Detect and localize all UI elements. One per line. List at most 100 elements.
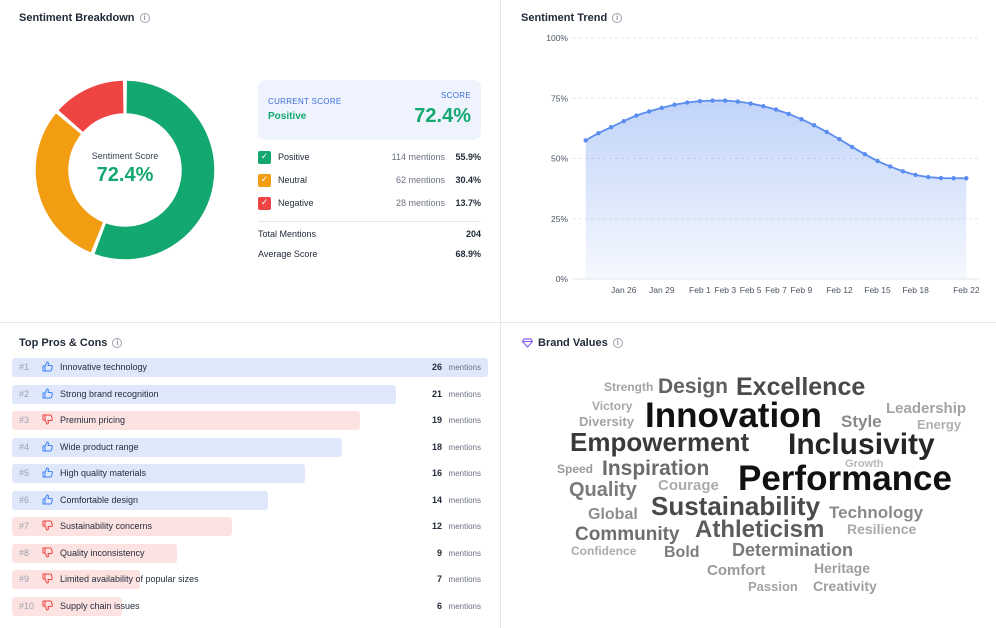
- trend-point[interactable]: [951, 176, 956, 181]
- brand-word-comfort[interactable]: Comfort: [707, 562, 766, 579]
- brand-word-growth[interactable]: Growth: [845, 458, 884, 470]
- pros-cons-panel: Top Pros & Cons i #1 Innovative technolog…: [0, 323, 500, 628]
- pros-cons-count: 9: [436, 547, 442, 558]
- brand-word-quality[interactable]: Quality: [569, 479, 637, 501]
- brand-word-sustainability[interactable]: Sustainability: [651, 491, 821, 521]
- trend-point[interactable]: [761, 104, 766, 109]
- legend-row-neutral[interactable]: ✓ Neutral 62 mentions 30.4%: [258, 172, 481, 188]
- pros-cons-row[interactable]: #9 Limited availability of popular sizes 7…: [12, 570, 488, 589]
- brand-word-design[interactable]: Design: [658, 375, 729, 398]
- pros-cons-row[interactable]: #2 Strong brand recognition 21 mentions: [12, 384, 488, 404]
- pros-cons-rank: #5: [19, 468, 30, 478]
- legend-row-positive[interactable]: ✓ Positive 114 mentions 55.9%: [258, 149, 481, 165]
- brand-word-excellence[interactable]: Excellence: [736, 373, 866, 401]
- trend-point[interactable]: [824, 129, 829, 135]
- pros-cons-unit: mentions: [448, 601, 481, 611]
- pros-cons-row[interactable]: #5 High quality materials 16 mentions: [12, 464, 488, 483]
- trend-point[interactable]: [659, 105, 665, 111]
- donut-slice-positive[interactable]: [92, 79, 216, 261]
- brand-word-bold[interactable]: Bold: [664, 544, 700, 561]
- x-tick-label: Feb 12: [826, 285, 853, 295]
- trend-point[interactable]: [811, 123, 817, 128]
- trend-point[interactable]: [748, 101, 753, 106]
- brand-word-courage[interactable]: Courage: [658, 477, 719, 494]
- pros-cons-row[interactable]: #3 Premium pricing 19 mentions: [12, 411, 488, 430]
- trend-point[interactable]: [862, 151, 868, 157]
- pros-cons-row[interactable]: #10 Supply chain issues 6 mentions: [12, 596, 488, 616]
- brand-word-inclusivity[interactable]: Inclusivity: [788, 428, 935, 461]
- pros-cons-rank: #6: [19, 494, 30, 505]
- trend-point[interactable]: [913, 172, 918, 178]
- sentiment-donut-chart: Sentiment Score 72.4%: [34, 79, 216, 261]
- trend-point[interactable]: [799, 117, 804, 122]
- pros-cons-row[interactable]: #7 Sustainability concerns 12 mentions: [12, 517, 488, 536]
- brand-word-energy[interactable]: Energy: [917, 417, 962, 432]
- brand-word-empowerment[interactable]: Empowerment: [570, 427, 750, 457]
- trend-point[interactable]: [900, 169, 906, 174]
- brand-word-inspiration[interactable]: Inspiration: [602, 457, 710, 480]
- brand-word-victory[interactable]: Victory: [592, 399, 633, 413]
- trend-point[interactable]: [583, 138, 588, 143]
- trend-point[interactable]: [964, 176, 969, 181]
- trend-point[interactable]: [735, 99, 741, 104]
- trend-point[interactable]: [646, 109, 652, 114]
- brand-word-global[interactable]: Global: [588, 506, 638, 523]
- brand-values-panel: Brand Values i Strength Design Excellence V…: [501, 323, 996, 628]
- brand-word-creativity[interactable]: Creativity: [813, 578, 877, 594]
- info-icon[interactable]: i: [112, 338, 123, 348]
- pros-cons-row[interactable]: #4 Wide product range 18 mentions: [12, 437, 488, 457]
- info-icon[interactable]: i: [139, 13, 150, 23]
- brand-word-innovation[interactable]: Innovation: [645, 396, 822, 435]
- brand-word-technology[interactable]: Technology: [829, 503, 924, 522]
- info-icon[interactable]: i: [612, 338, 623, 348]
- trend-area: [585, 100, 967, 280]
- brand-word-passion[interactable]: Passion: [748, 579, 798, 594]
- brand-word-style[interactable]: Style: [841, 412, 882, 431]
- thumbs-down-icon: [42, 600, 53, 610]
- checkbox-icon[interactable]: ✓: [258, 150, 271, 164]
- current-score-value: Positive: [268, 111, 307, 122]
- brand-word-athleticism[interactable]: Athleticism: [695, 516, 825, 543]
- pros-cons-unit: mentions: [448, 548, 481, 558]
- average-score-value: 68.9%: [455, 249, 481, 259]
- brand-word-heritage[interactable]: Heritage: [814, 560, 871, 576]
- pros-cons-count: 7: [436, 574, 442, 584]
- brand-word-strength[interactable]: Strength: [604, 380, 654, 394]
- trend-point[interactable]: [723, 98, 728, 103]
- trend-point[interactable]: [672, 102, 677, 107]
- trend-point[interactable]: [697, 98, 703, 104]
- brand-word-performance[interactable]: Performance: [738, 459, 952, 498]
- trend-point[interactable]: [887, 164, 893, 169]
- trend-point[interactable]: [837, 137, 842, 142]
- brand-word-speed[interactable]: Speed: [557, 462, 594, 476]
- brand-word-community[interactable]: Community: [575, 524, 680, 545]
- trend-point[interactable]: [710, 98, 715, 103]
- brand-word-leadership[interactable]: Leadership: [886, 400, 967, 417]
- brand-word-resilience[interactable]: Resilience: [847, 521, 917, 537]
- trend-point[interactable]: [608, 124, 614, 130]
- trend-point[interactable]: [773, 107, 779, 112]
- trend-point[interactable]: [596, 130, 601, 136]
- trend-point[interactable]: [938, 175, 944, 181]
- trend-point[interactable]: [621, 118, 626, 124]
- pros-cons-row[interactable]: #6 Comfortable design 14 mentions: [12, 490, 488, 510]
- trend-point[interactable]: [875, 158, 880, 164]
- trend-point[interactable]: [786, 111, 791, 117]
- trend-point[interactable]: [849, 144, 855, 150]
- x-tick-label: Feb 22: [953, 285, 980, 295]
- checkbox-icon[interactable]: ✓: [258, 173, 271, 187]
- brand-word-determination[interactable]: Determination: [732, 540, 854, 560]
- brand-word-confidence[interactable]: Confidence: [571, 544, 637, 558]
- checkbox-icon[interactable]: ✓: [258, 196, 271, 210]
- legend-row-negative[interactable]: ✓ Negative 28 mentions 13.7%: [258, 195, 481, 211]
- brand-word-diversity[interactable]: Diversity: [579, 414, 634, 429]
- donut-slice-neutral[interactable]: [34, 111, 105, 255]
- thumbs-down-icon: [42, 414, 53, 425]
- pros-cons-row[interactable]: #8 Quality inconsistency 9 mentions: [12, 543, 488, 563]
- trend-point[interactable]: [926, 174, 931, 180]
- trend-point[interactable]: [684, 100, 690, 105]
- donut-slice-negative[interactable]: [56, 79, 125, 134]
- trend-point[interactable]: [634, 113, 639, 118]
- pros-cons-row[interactable]: #1 Innovative technology 26 mentions: [12, 358, 488, 377]
- info-icon[interactable]: i: [612, 13, 623, 23]
